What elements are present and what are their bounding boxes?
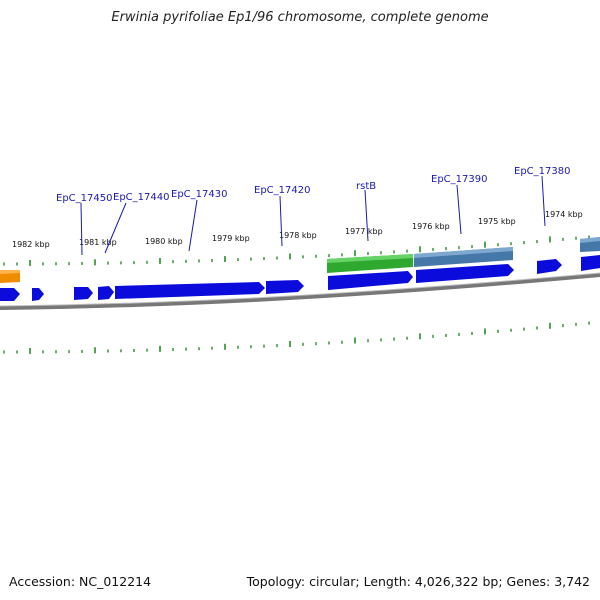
cds-arrow[interactable] xyxy=(581,255,600,271)
kbp-label-1977: 1977 kbp xyxy=(345,227,383,236)
callout-line-epc-17430 xyxy=(188,199,198,252)
genome-backbone xyxy=(0,272,600,310)
accession-label: Accession: NC_012214 xyxy=(9,574,152,589)
gene-label-epc-17390[interactable]: EpC_17390 xyxy=(431,174,487,185)
gene-label-rstb[interactable]: rstB xyxy=(356,181,376,192)
outer-tick-track xyxy=(3,235,590,266)
gene-label-epc-17420[interactable]: EpC_17420 xyxy=(254,185,310,196)
cds-arrow[interactable] xyxy=(32,288,44,301)
kbp-scale-labels: 1982 kbp 1981 kbp 1980 kbp 1979 kbp 1978… xyxy=(12,210,583,249)
cds-arrow[interactable] xyxy=(74,287,93,300)
cds-arrow[interactable] xyxy=(0,288,20,301)
cds-arrow[interactable] xyxy=(98,286,114,300)
callout-line-rstb xyxy=(364,189,369,242)
cds-arrow[interactable] xyxy=(266,280,304,294)
gene-callouts: EpC_17450 EpC_17440 EpC_17430 EpC_17420 … xyxy=(56,166,570,256)
kbp-label-1978: 1978 kbp xyxy=(279,231,317,240)
topology-summary: Topology: circular; Length: 4,026,322 bp… xyxy=(246,574,590,589)
callout-line-epc-17450 xyxy=(80,202,83,256)
feature-track-annotated xyxy=(0,237,600,283)
map-title: Erwinia pyrifoliae Ep1/96 chromosome, co… xyxy=(111,10,489,25)
kbp-label-1980: 1980 kbp xyxy=(145,237,183,246)
callout-line-epc-17380 xyxy=(541,175,546,227)
gene-label-epc-17380[interactable]: EpC_17380 xyxy=(514,166,570,177)
kbp-label-1981: 1981 kbp xyxy=(79,238,117,247)
kbp-label-1975: 1975 kbp xyxy=(478,217,516,226)
cds-arrow[interactable] xyxy=(328,271,413,290)
gene-label-epc-17450[interactable]: EpC_17450 xyxy=(56,193,112,204)
cds-arrow[interactable] xyxy=(416,264,514,283)
cds-arrow[interactable] xyxy=(115,282,265,299)
callout-line-epc-17390 xyxy=(456,184,462,235)
gene-label-epc-17440[interactable]: EpC_17440 xyxy=(113,192,169,203)
gene-label-epc-17430[interactable]: EpC_17430 xyxy=(171,189,227,200)
kbp-label-1976: 1976 kbp xyxy=(412,222,450,231)
kbp-label-1974: 1974 kbp xyxy=(545,210,583,219)
cds-track xyxy=(0,255,600,301)
callout-line-epc-17420 xyxy=(279,195,283,247)
callout-line-epc-17440 xyxy=(104,202,127,254)
inner-tick-track xyxy=(3,321,590,354)
kbp-label-1979: 1979 kbp xyxy=(212,234,250,243)
kbp-label-1982: 1982 kbp xyxy=(12,240,50,249)
cds-arrow[interactable] xyxy=(537,259,562,274)
